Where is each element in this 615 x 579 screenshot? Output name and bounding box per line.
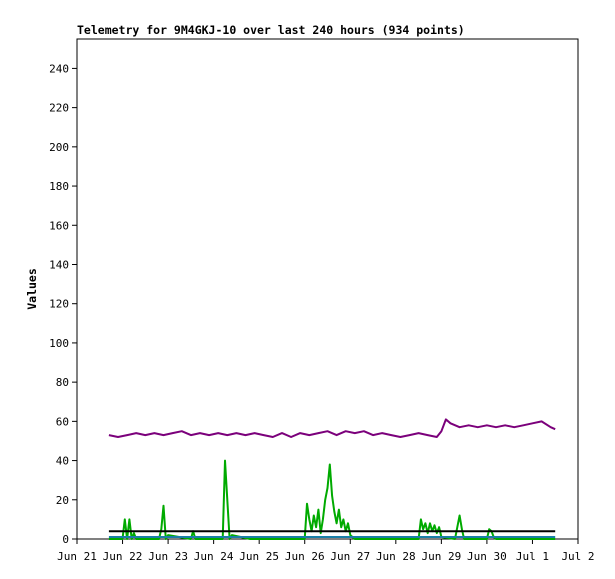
x-tick-label: Jun 23 <box>148 550 188 563</box>
y-tick-label: 100 <box>49 337 69 350</box>
series-line-1 <box>108 418 556 438</box>
y-axis-label: Values <box>25 268 39 310</box>
x-tick-label: Jun 29 <box>421 550 461 563</box>
x-axis: Jun 21 Jun 22 Jun 23 Jun 24 Jun 25 Jun 26 Jun … <box>57 539 595 563</box>
x-tick-label: Jul 1 <box>516 550 549 563</box>
y-tick-label: 120 <box>49 298 69 311</box>
x-tick-label: Jun 30 <box>467 550 507 563</box>
series-line-2 <box>108 459 556 540</box>
y-tick-label: 140 <box>49 258 69 271</box>
y-tick-label: 240 <box>49 62 69 75</box>
y-tick-label: 180 <box>49 180 69 193</box>
x-tick-label: Jun 21 <box>57 550 97 563</box>
y-tick-label: 80 <box>56 376 69 389</box>
plot-frame <box>76 38 579 540</box>
y-tick-label: 60 <box>56 415 69 428</box>
y-tick-label: 220 <box>49 102 69 115</box>
x-tick-label: Jun 24 <box>194 550 234 563</box>
x-tick-label: Jun 25 <box>239 550 279 563</box>
y-tick-label: 0 <box>62 533 69 546</box>
chart-title: Telemetry for 9M4GKJ-10 over last 240 ho… <box>77 23 465 37</box>
y-tick-label: 20 <box>56 494 69 507</box>
x-tick-label: Jun 28 <box>376 550 416 563</box>
y-tick-label: 200 <box>49 141 69 154</box>
x-tick-label: Jul 2 <box>561 550 594 563</box>
y-tick-label: 160 <box>49 219 69 232</box>
x-tick-label: Jun 26 <box>285 550 325 563</box>
y-tick-label: 40 <box>56 455 69 468</box>
x-tick-label: Jun 27 <box>330 550 370 563</box>
x-tick-label: Jun 22 <box>103 550 143 563</box>
series-layer <box>108 418 556 540</box>
y-axis: 0 20 40 60 80 100 120 140 160 180 200 220 240 <box>49 62 77 546</box>
